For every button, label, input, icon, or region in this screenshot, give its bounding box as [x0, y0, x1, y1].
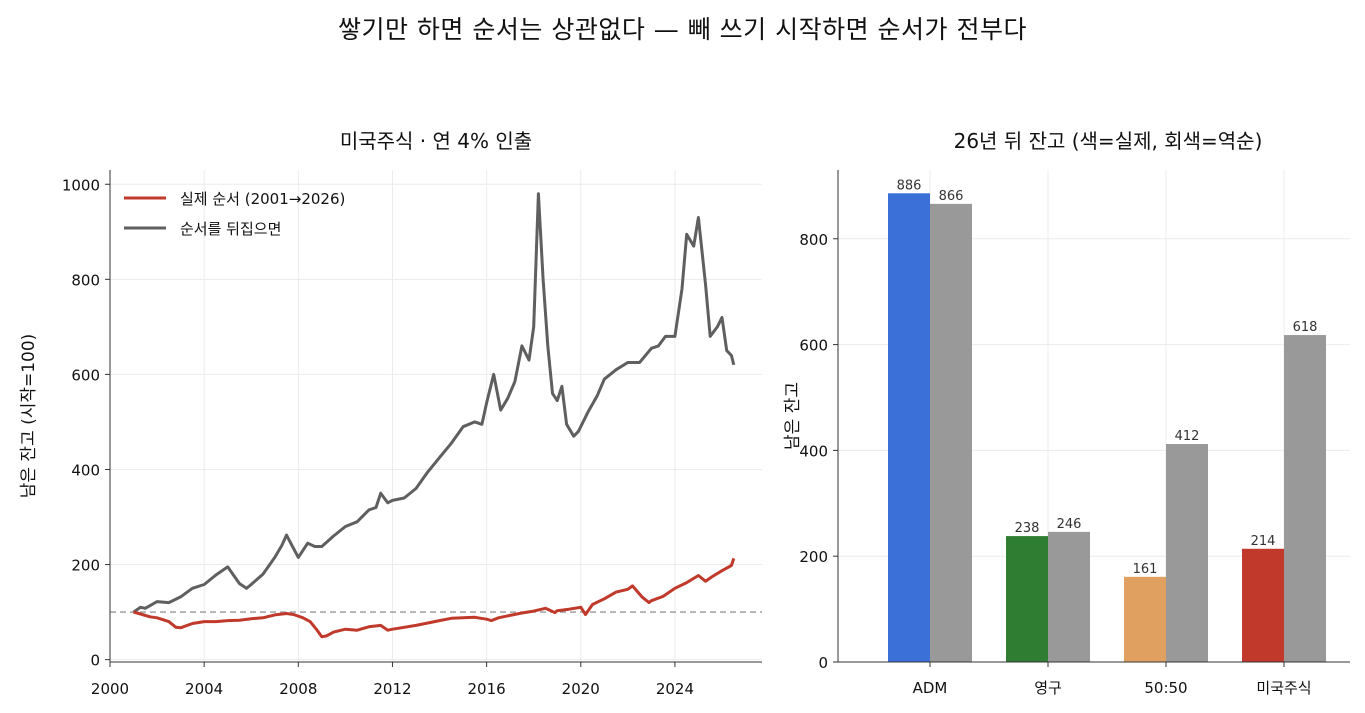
x-tick-label: 2016 [468, 680, 506, 698]
bar-value-label: 886 [897, 178, 922, 193]
line-chart-ticks: 2000 2004 2008 2012 2016 2020 2024 0 200 400 600 80… [62, 176, 694, 698]
bar-value-label: 214 [1251, 534, 1276, 549]
bar-reversed [930, 203, 972, 662]
bar-reversed [1166, 444, 1208, 662]
x-tick-label: 2000 [91, 680, 129, 698]
y-tick-label: 200 [71, 557, 100, 575]
y-tick-label: 0 [818, 654, 828, 672]
bar-chart-axes [837, 170, 1350, 663]
line-chart-ylabel: 남은 잔고 (시작=100) [19, 334, 39, 499]
bar-reversed [1284, 335, 1326, 662]
x-tick-label: 2024 [656, 680, 694, 698]
bar-value-label: 618 [1293, 320, 1318, 335]
bar-chart-data-labels: 886 238 161 214 866 246 412 618 [897, 178, 1318, 577]
y-tick-label: 400 [799, 442, 828, 460]
legend-label: 순서를 뒤집으면 [180, 220, 281, 238]
bar-value-label: 866 [939, 189, 964, 204]
figure-title: 쌓기만 하면 순서는 상관없다 — 빼 쓰기 시작하면 순서가 전부다 [337, 15, 1028, 44]
line-chart-panel: 미국주식 · 연 4% 인출 남은 잔고 (시작=100) 2000 2004 20… [19, 129, 762, 698]
bar-actual [1242, 548, 1284, 662]
x-tick-label: 50:50 [1144, 679, 1187, 697]
x-tick-label: 2020 [562, 680, 600, 698]
bar-actual [1124, 576, 1166, 662]
y-tick-label: 800 [799, 231, 828, 249]
bar-actual [888, 193, 930, 663]
y-tick-label: 600 [71, 366, 100, 384]
bar-value-label: 412 [1175, 429, 1200, 444]
bar-chart-ticks: 0 200 400 600 800 ADM 영구 50:50 미국주식 [799, 231, 1311, 697]
bar-chart-ylabel: 남은 잔고 [783, 382, 803, 450]
x-tick-label: 미국주식 [1256, 679, 1311, 697]
actual-order-line [133, 557, 736, 639]
bar-value-label: 161 [1133, 562, 1158, 577]
x-tick-label: 2008 [279, 680, 317, 698]
y-tick-label: 1000 [62, 176, 100, 194]
x-tick-label: 2004 [185, 680, 223, 698]
bar-chart-title: 26년 뒤 잔고 (색=실제, 회색=역순) [954, 129, 1263, 153]
line-chart-grid [109, 170, 762, 662]
bar-value-label: 238 [1015, 521, 1040, 536]
line-chart-series [132, 192, 736, 639]
line-chart-legend: 실제 순서 (2001→2026) 순서를 뒤집으면 [124, 190, 345, 238]
reversed-order-line [132, 192, 736, 614]
y-tick-label: 800 [71, 271, 100, 289]
line-chart-axes [109, 170, 762, 663]
bar-chart-panel: 26년 뒤 잔고 (색=실제, 회색=역순) 남은 잔고 0 200 400 600 8… [783, 129, 1350, 697]
y-tick-label: 400 [71, 461, 100, 479]
x-tick-label: ADM [913, 679, 948, 697]
bar-value-label: 246 [1057, 517, 1082, 532]
bar-chart-bars [888, 193, 1326, 663]
line-chart-title: 미국주식 · 연 4% 인출 [340, 129, 532, 153]
y-tick-label: 600 [799, 337, 828, 355]
x-tick-label: 영구 [1034, 679, 1062, 697]
y-tick-label: 200 [799, 548, 828, 566]
bar-actual [1006, 536, 1048, 662]
legend-label: 실제 순서 (2001→2026) [180, 190, 345, 208]
x-tick-label: 2012 [373, 680, 411, 698]
y-tick-label: 0 [90, 652, 100, 670]
bar-reversed [1048, 531, 1090, 662]
